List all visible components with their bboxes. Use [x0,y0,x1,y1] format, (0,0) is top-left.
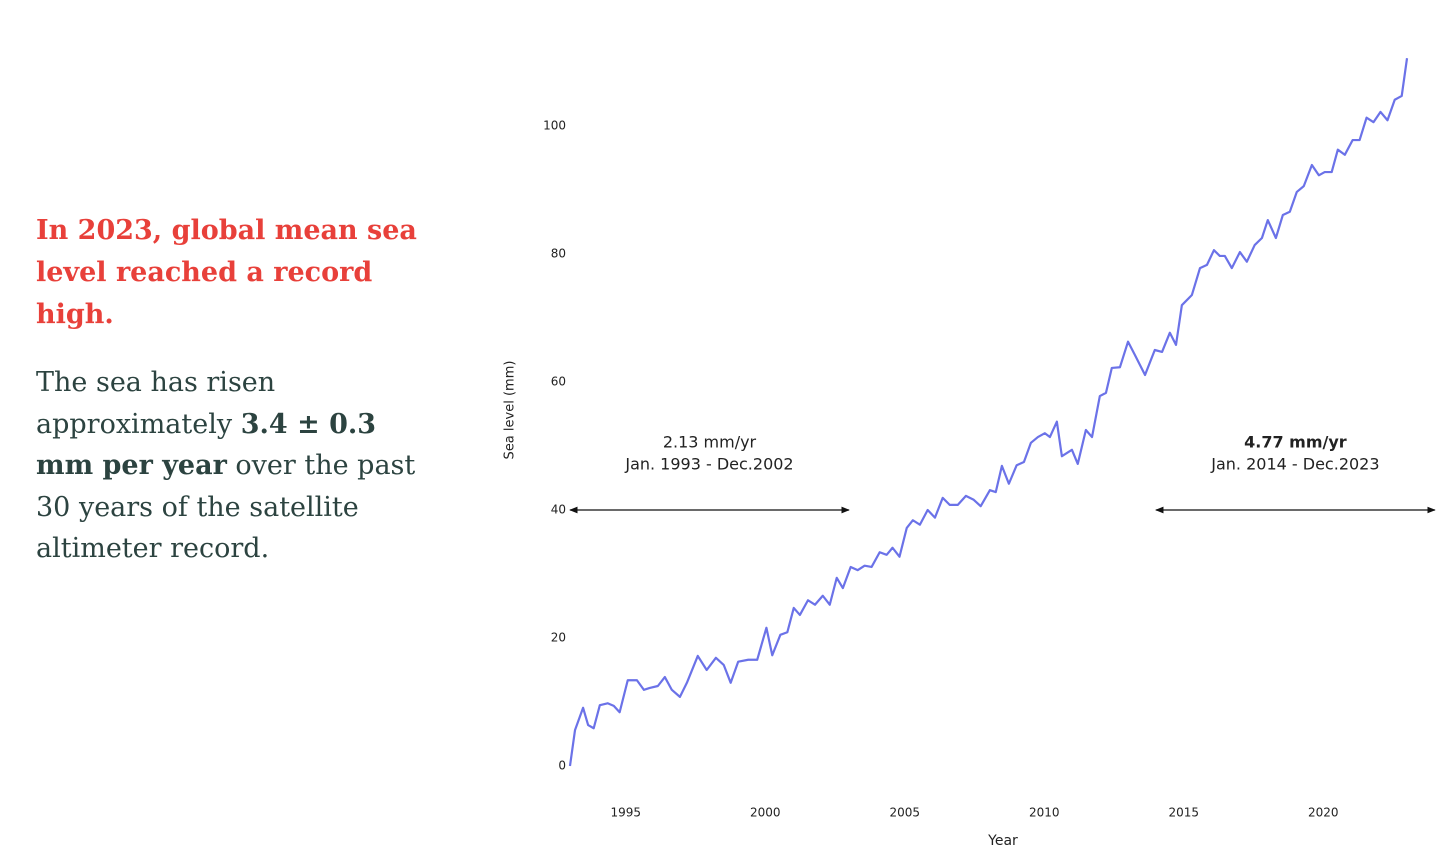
x-tick-label: 2015 [1169,806,1200,820]
text-segment: The sea has risen approximately [36,367,276,440]
emphasis: 3.4 ± 0.3 mm per year [36,408,377,482]
y-tick-label: 60 [551,375,566,389]
rate-label: 4.77 mm/yr [1244,433,1347,452]
headline: In 2023, global mean sea level reached a… [36,215,417,330]
text-panel: In 2023, global mean sea level reached a… [36,210,436,570]
y-tick-label: 20 [551,631,566,645]
body-text: The sea has risen approximately 3.4 ± 0.… [36,362,436,570]
x-tick-label: 2005 [890,806,921,820]
x-tick-label: 2020 [1308,806,1339,820]
period-label: Jan. 1993 - Dec.2002 [624,455,793,474]
rate-label: 2.13 mm/yr [663,433,757,452]
x-tick-label: 1995 [611,806,642,820]
text-segment: over the past 30 years of the satellite … [36,450,416,564]
x-tick-label: 2010 [1029,806,1060,820]
y-axis-title: Sea level (mm) [503,361,518,460]
y-tick-label: 100 [543,119,566,133]
sea-level-line [568,58,1409,767]
y-tick-label: 80 [551,247,566,261]
x-tick-label: 2000 [750,806,781,820]
y-tick-label: 0 [558,759,566,773]
y-tick-label: 40 [551,503,566,517]
period-label: Jan. 2014 - Dec.2023 [1210,455,1379,474]
x-axis-title: Year [987,833,1018,849]
